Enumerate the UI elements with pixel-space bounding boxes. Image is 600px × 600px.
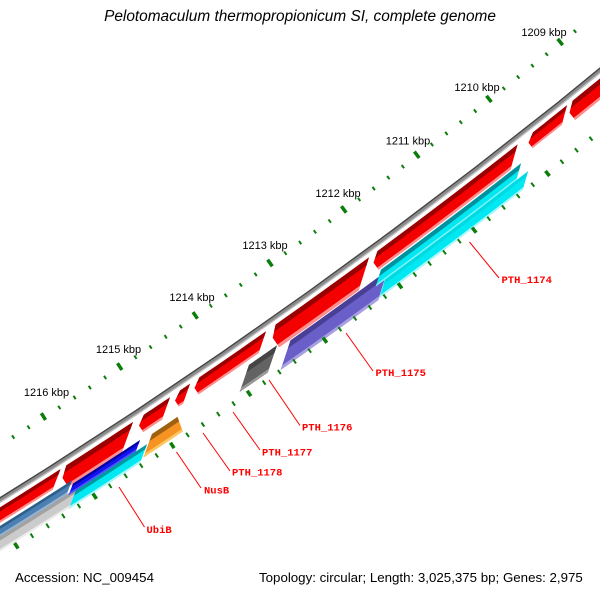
svg-text:PTH_1176: PTH_1176: [302, 423, 352, 435]
svg-text:1211 kbp: 1211 kbp: [386, 136, 430, 148]
svg-text:Accession: NC_009454: Accession: NC_009454: [15, 570, 154, 585]
svg-text:PTH_1177: PTH_1177: [262, 448, 312, 460]
svg-text:PTH_1174: PTH_1174: [502, 275, 552, 287]
svg-text:PTH_1178: PTH_1178: [232, 468, 282, 480]
svg-text:1214 kbp: 1214 kbp: [169, 292, 214, 304]
svg-text:1215 kbp: 1215 kbp: [96, 344, 141, 356]
svg-text:1210 kbp: 1210 kbp: [454, 82, 499, 94]
svg-text:1213 kbp: 1213 kbp: [242, 240, 287, 252]
svg-text:PTH_1175: PTH_1175: [376, 368, 426, 380]
svg-text:1216 kbp: 1216 kbp: [24, 387, 69, 399]
svg-text:NusB: NusB: [204, 486, 230, 498]
svg-text:UbiB: UbiB: [147, 525, 173, 537]
svg-text:Pelotomaculum thermopropionicu: Pelotomaculum thermopropionicum SI, comp…: [104, 8, 496, 25]
svg-text:1212 kbp: 1212 kbp: [315, 188, 360, 200]
svg-text:Topology: circular; Length: 3,: Topology: circular; Length: 3,025,375 bp…: [259, 570, 583, 585]
svg-text:1209 kbp: 1209 kbp: [521, 27, 566, 39]
